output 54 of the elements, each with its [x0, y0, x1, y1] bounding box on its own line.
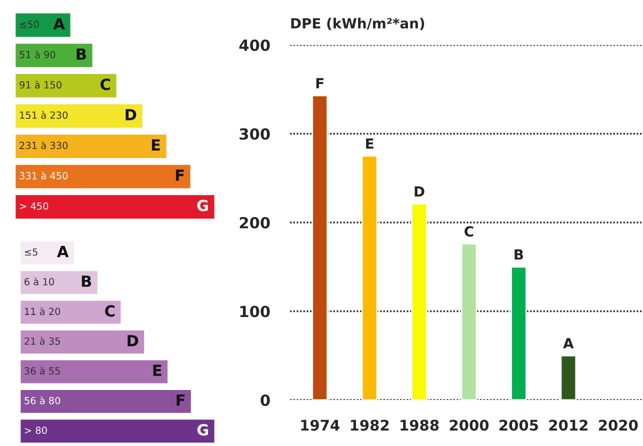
annotation: 56 à 80 [24, 396, 60, 404]
bar [560, 354, 577, 400]
annotation: 331 à 450 [20, 171, 68, 180]
x-tick-label: 2012 [549, 420, 588, 431]
bar [20, 299, 122, 326]
bar [15, 72, 118, 99]
bar [15, 102, 144, 130]
x-tick-label: 1982 [350, 420, 389, 431]
bar [15, 133, 168, 160]
data-label: E [366, 138, 374, 149]
annotation: > 80 [24, 426, 47, 434]
x-tick-label: 2000 [450, 420, 489, 431]
y-tick-label: 0 [260, 394, 270, 406]
bar [510, 266, 527, 400]
annotation: 51 à 90 [20, 50, 56, 58]
annotation: ≤5 [24, 248, 38, 256]
bar [20, 270, 99, 296]
annotation: ≤50 [20, 20, 39, 28]
chart-title: DPE (kWh/m²*an) [291, 18, 424, 30]
annotation: 36 à 55 [24, 366, 60, 375]
y-tick-label: G [197, 200, 208, 212]
x-tick-label: 2020 [599, 420, 638, 431]
bar [15, 12, 72, 38]
data-label: F [316, 78, 324, 88]
bar [20, 388, 192, 414]
y-tick-label: 400 [239, 39, 270, 52]
annotation: 11 à 20 [24, 307, 60, 316]
annotation: 231 à 330 [20, 141, 68, 150]
x-tick-label: 2005 [500, 420, 538, 431]
annotation: 151 à 230 [20, 110, 68, 119]
data-label: A [563, 338, 574, 348]
bar [20, 329, 146, 355]
y-tick-label: 300 [240, 128, 270, 140]
annotation: 91 à 150 [20, 80, 62, 89]
data-label: C [464, 226, 474, 237]
bar [15, 42, 94, 69]
bar [411, 203, 428, 400]
bar [312, 94, 328, 400]
bar [15, 163, 192, 190]
y-tick-label: 200 [240, 216, 270, 229]
annotation: 6 à 10 [24, 277, 54, 286]
y-tick-label: 100 [240, 306, 270, 318]
bar [15, 194, 215, 220]
x-tick-label: 1988 [400, 420, 439, 431]
bar [361, 155, 378, 400]
bar [20, 358, 169, 385]
annotation: 21 à 35 [24, 336, 60, 345]
bar [20, 418, 215, 444]
annotation: > 450 [20, 202, 48, 210]
y-tick-label: G [197, 424, 208, 436]
bar [460, 243, 478, 400]
data-label: B [514, 249, 524, 260]
data-label: D [414, 186, 424, 197]
x-tick-label: 1974 [301, 420, 340, 431]
